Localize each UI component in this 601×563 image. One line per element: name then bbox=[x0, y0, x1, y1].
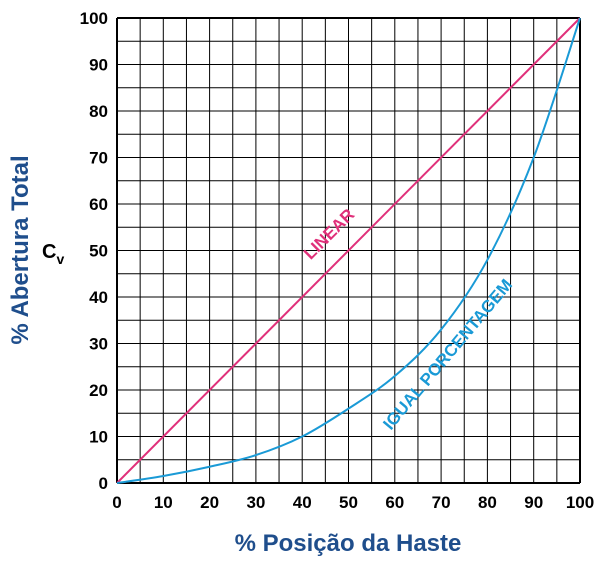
x-tick-label: 100 bbox=[566, 493, 594, 512]
y-tick-labels: 0 10 20 30 40 50 60 70 80 90 100 bbox=[80, 9, 108, 493]
y-tick-label: 90 bbox=[89, 56, 108, 75]
y-axis-title: % Abertura Total bbox=[7, 155, 34, 344]
x-tick-labels: 0 10 20 30 40 50 60 70 80 90 100 bbox=[112, 493, 594, 512]
grid bbox=[116, 17, 581, 484]
x-tick-label: 50 bbox=[339, 493, 358, 512]
y-tick-label: 30 bbox=[89, 335, 108, 354]
y-tick-label: 0 bbox=[99, 474, 108, 493]
x-tick-label: 0 bbox=[112, 493, 121, 512]
linear-series-line bbox=[116, 17, 581, 484]
cv-label: Cv bbox=[42, 241, 64, 267]
equal-percentage-series-line bbox=[116, 17, 581, 484]
x-tick-label: 60 bbox=[385, 493, 404, 512]
y-tick-label: 50 bbox=[89, 242, 108, 261]
x-tick-label: 40 bbox=[293, 493, 312, 512]
x-tick-label: 70 bbox=[432, 493, 451, 512]
y-tick-label: 40 bbox=[89, 288, 108, 307]
y-tick-label: 100 bbox=[80, 9, 108, 28]
x-tick-label: 10 bbox=[154, 493, 173, 512]
y-tick-label: 80 bbox=[89, 102, 108, 121]
y-tick-label: 20 bbox=[89, 381, 108, 400]
x-axis-title: % Posição da Haste bbox=[235, 530, 462, 557]
x-tick-label: 80 bbox=[478, 493, 497, 512]
y-tick-label: 10 bbox=[89, 428, 108, 447]
x-tick-label: 90 bbox=[524, 493, 543, 512]
equal-percentage-series-label: IGUAL PORCENTAGEM bbox=[379, 276, 516, 434]
x-tick-label: 30 bbox=[246, 493, 265, 512]
x-tick-label: 20 bbox=[200, 493, 219, 512]
y-tick-label: 60 bbox=[89, 195, 108, 214]
y-tick-label: 70 bbox=[89, 149, 108, 168]
series-layer bbox=[116, 17, 581, 484]
linear-series-label: LINEAR bbox=[300, 205, 358, 263]
